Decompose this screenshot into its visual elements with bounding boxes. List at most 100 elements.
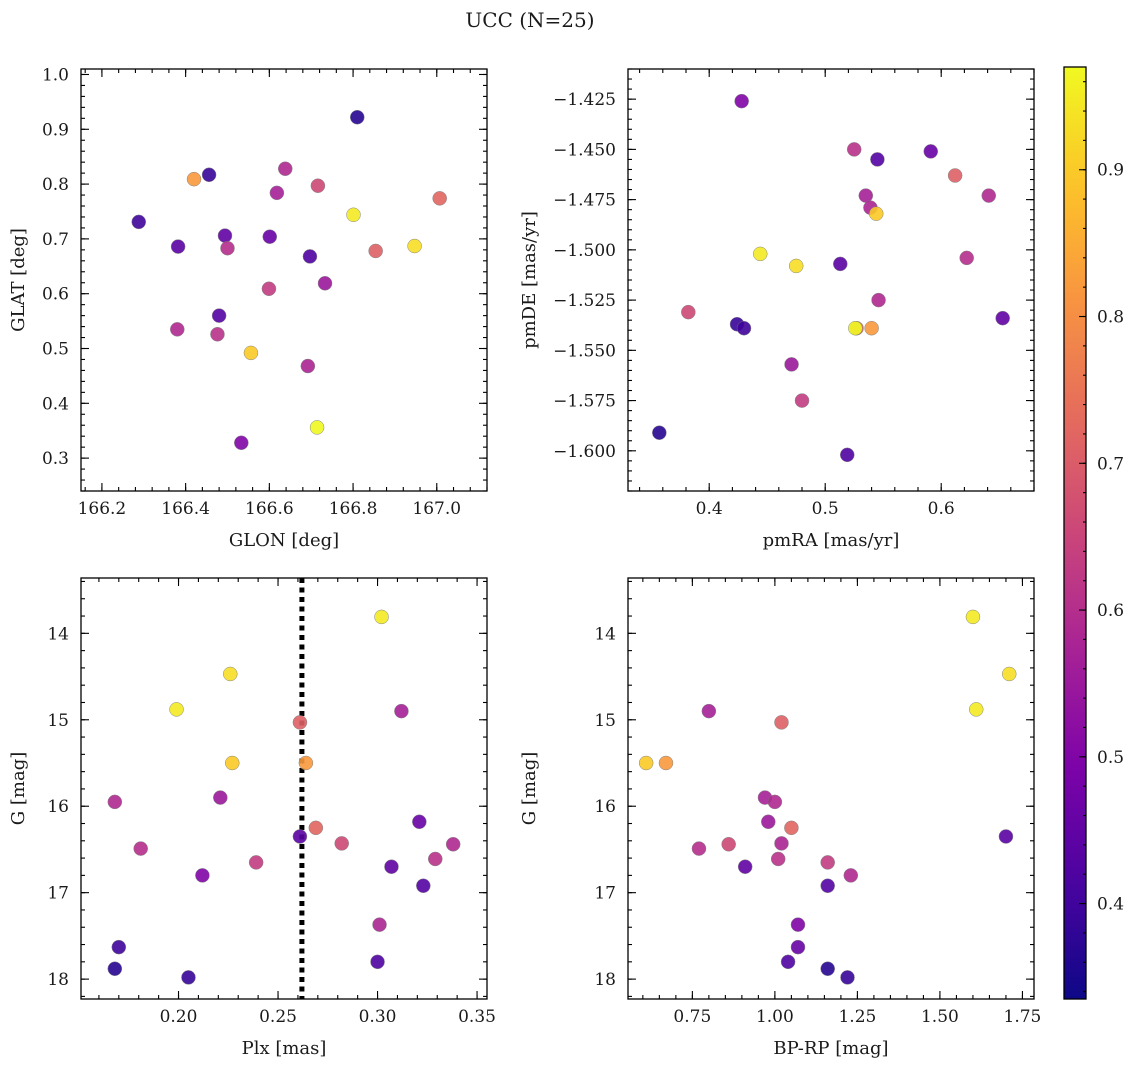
scatter-point bbox=[346, 207, 361, 223]
scatter-panels: 166.2 166.4 166.6 166.8 167.0 0.3 0.4 0.5 0.6 0.7… bbox=[8, 65, 1041, 1059]
scatter-point bbox=[752, 246, 768, 262]
scatter-point bbox=[770, 851, 786, 867]
scatter-point bbox=[181, 970, 196, 985]
scatter-point bbox=[658, 755, 674, 771]
scatter-point bbox=[947, 168, 963, 183]
x-tick-label: 166.4 bbox=[161, 499, 210, 519]
scatter-point bbox=[1001, 666, 1017, 682]
scatter-point bbox=[959, 250, 974, 266]
scatter-point bbox=[774, 715, 789, 730]
axes-frame bbox=[80, 68, 488, 492]
scatter-point bbox=[871, 292, 886, 308]
scatter-panel-3: 0.20 0.25 0.30 0.35 14 15 16 17 18 Plx [mas] G [ma… bbox=[8, 577, 496, 1059]
scatter-point bbox=[833, 256, 848, 272]
scatter-point bbox=[981, 188, 997, 203]
scatter-point bbox=[308, 820, 324, 836]
y-tick-label: 17 bbox=[47, 884, 69, 904]
scatter-point bbox=[170, 239, 186, 254]
scatter-point bbox=[737, 859, 753, 874]
x-tick-label: 0.20 bbox=[160, 1007, 198, 1027]
scatter-point bbox=[840, 970, 855, 985]
scatter-point bbox=[220, 240, 235, 256]
scatter-point bbox=[790, 917, 806, 932]
y-tick-label: −1.500 bbox=[553, 241, 616, 261]
y-tick-label: 17 bbox=[594, 884, 616, 904]
x-axis-label: GLON [deg] bbox=[229, 530, 339, 551]
y-tick-label: −1.450 bbox=[553, 140, 616, 160]
scatter-point bbox=[681, 304, 696, 320]
scatter-point bbox=[243, 345, 259, 361]
x-tick-label: 166.6 bbox=[245, 499, 294, 519]
x-tick-label: 0.4 bbox=[696, 499, 723, 519]
y-tick-label: −1.525 bbox=[553, 291, 616, 311]
scatter-point bbox=[721, 837, 736, 852]
colorbar: 0.4 0.5 0.6 0.7 0.8 0.9 bbox=[1063, 66, 1124, 1000]
scatter-point bbox=[131, 214, 147, 230]
scatter-point bbox=[278, 161, 293, 176]
x-tick-label: 167.0 bbox=[412, 499, 461, 519]
x-axis-label: BP-RP [mag] bbox=[773, 1038, 888, 1059]
scatter-point bbox=[790, 939, 806, 955]
scatter-point bbox=[170, 322, 185, 337]
y-tick-label: 0.3 bbox=[42, 449, 69, 469]
y-axis-label: GLAT [deg] bbox=[8, 228, 29, 332]
scatter-point bbox=[292, 829, 308, 844]
figure-title: UCC (N=25) bbox=[465, 8, 594, 32]
scatter-point bbox=[923, 144, 939, 159]
scatter-point bbox=[761, 814, 776, 830]
scatter-point bbox=[691, 841, 707, 856]
scatter-point bbox=[820, 878, 835, 894]
colorbar-tick-label: 0.7 bbox=[1097, 454, 1124, 474]
scatter-point bbox=[309, 420, 325, 435]
y-tick-label: −1.550 bbox=[553, 341, 616, 361]
scatter-point bbox=[780, 954, 796, 970]
y-axis-label: pmDE [mas/yr] bbox=[519, 211, 540, 349]
scatter-point bbox=[968, 702, 984, 717]
scatter-point bbox=[965, 609, 981, 625]
x-tick-label: 0.75 bbox=[673, 1007, 711, 1027]
scatter-point bbox=[998, 829, 1014, 844]
scatter-point bbox=[701, 703, 717, 719]
scatter-point bbox=[843, 868, 859, 883]
scatter-point bbox=[412, 814, 427, 830]
colorbar-fill bbox=[1064, 67, 1086, 999]
scatter-point bbox=[394, 703, 409, 719]
x-tick-label: 1.00 bbox=[756, 1007, 794, 1027]
y-tick-label: −1.600 bbox=[553, 442, 616, 462]
x-tick-label: 0.30 bbox=[359, 1007, 397, 1027]
x-tick-label: 0.6 bbox=[928, 499, 955, 519]
scatter-panel-2: 0.4 0.5 0.6 −1.600 −1.575 −1.550 −1.525 −1.500 −… bbox=[519, 68, 1035, 551]
scatter-point bbox=[868, 206, 884, 221]
scatter-point bbox=[846, 142, 862, 157]
scatter-point bbox=[734, 93, 749, 109]
scatter-point bbox=[213, 790, 228, 805]
y-axis-label: G [mag] bbox=[8, 752, 29, 825]
scatter-point bbox=[774, 836, 789, 851]
scatter-point bbox=[820, 855, 835, 870]
y-tick-label: 0.7 bbox=[42, 230, 69, 250]
colorbar-tick-label: 0.9 bbox=[1097, 161, 1124, 181]
y-tick-label: 14 bbox=[594, 624, 616, 644]
y-tick-label: 0.4 bbox=[42, 394, 69, 414]
x-tick-label: 0.35 bbox=[458, 1007, 496, 1027]
scatter-point bbox=[111, 939, 127, 955]
y-tick-label: −1.475 bbox=[553, 191, 616, 211]
scatter-panel-1: 166.2 166.4 166.6 166.8 167.0 0.3 0.4 0.5 0.6 0.7… bbox=[8, 65, 488, 551]
scatter-point bbox=[374, 609, 389, 625]
scatter-point bbox=[384, 859, 399, 874]
scatter-point bbox=[864, 320, 879, 336]
scatter-point bbox=[300, 358, 316, 374]
colorbar-tick-label: 0.5 bbox=[1097, 748, 1124, 768]
y-tick-label: 18 bbox=[47, 970, 69, 990]
scatter-point bbox=[292, 715, 308, 730]
scatter-point bbox=[370, 954, 385, 970]
scatter-point bbox=[407, 238, 422, 254]
x-tick-label: 166.2 bbox=[78, 499, 127, 519]
colorbar-tick-label: 0.8 bbox=[1097, 308, 1124, 328]
scatter-point bbox=[210, 327, 225, 342]
y-tick-label: 15 bbox=[47, 711, 69, 731]
scatter-point bbox=[107, 794, 123, 810]
scatter-point bbox=[788, 258, 804, 274]
scatter-point bbox=[368, 243, 383, 259]
